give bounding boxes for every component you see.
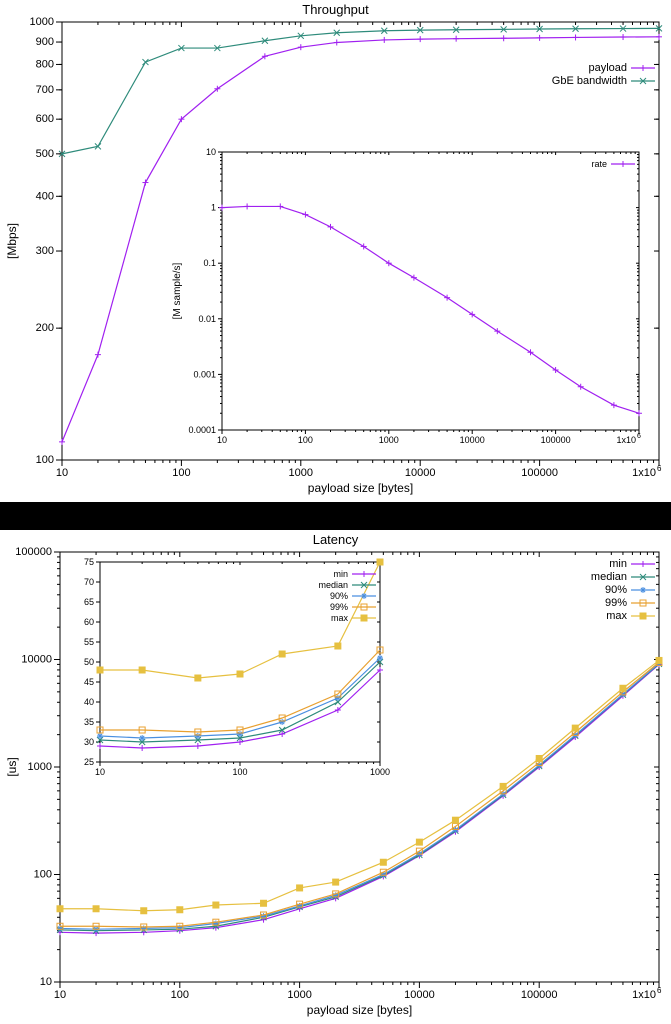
svg-text:100000: 100000 — [15, 546, 52, 558]
svg-text:700: 700 — [36, 84, 54, 96]
legend-label: 90% — [605, 584, 627, 596]
inset-y-axis-label: [M sample/s] — [172, 262, 183, 319]
svg-text:75: 75 — [84, 557, 94, 567]
legend-label: max — [331, 613, 349, 623]
svg-text:10000: 10000 — [404, 989, 435, 1001]
svg-text:100000: 100000 — [521, 467, 558, 479]
x-axis-label: payload size [bytes] — [307, 1003, 412, 1017]
svg-text:35: 35 — [84, 717, 94, 727]
svg-text:45: 45 — [84, 677, 94, 687]
svg-text:55: 55 — [84, 637, 94, 647]
svg-text:30: 30 — [84, 737, 94, 747]
svg-text:100: 100 — [36, 454, 54, 466]
svg-text:100: 100 — [232, 767, 247, 777]
svg-text:6: 6 — [637, 433, 641, 440]
legend-label: GbE bandwidth — [552, 75, 627, 87]
svg-text:1000: 1000 — [370, 767, 390, 777]
svg-text:6: 6 — [657, 986, 662, 995]
svg-text:1: 1 — [211, 203, 216, 213]
svg-text:10: 10 — [40, 976, 52, 988]
x-axis-label: payload size [bytes] — [308, 481, 413, 495]
svg-text:70: 70 — [84, 577, 94, 587]
legend-label: median — [591, 571, 627, 583]
svg-text:800: 800 — [36, 58, 54, 70]
svg-text:900: 900 — [36, 36, 54, 48]
legend-label: 99% — [330, 602, 348, 612]
legend-label: min — [609, 558, 627, 570]
svg-text:1000: 1000 — [30, 16, 54, 28]
svg-text:100: 100 — [34, 869, 52, 881]
svg-text:10000: 10000 — [460, 435, 485, 445]
svg-text:100000: 100000 — [541, 435, 571, 445]
svg-text:100000: 100000 — [521, 989, 558, 1001]
svg-text:100: 100 — [298, 435, 313, 445]
svg-text:1x10: 1x10 — [632, 467, 656, 479]
svg-text:0.0001: 0.0001 — [188, 425, 216, 435]
svg-text:300: 300 — [36, 245, 54, 257]
svg-text:25: 25 — [84, 757, 94, 767]
svg-text:100: 100 — [172, 467, 190, 479]
page: Throughput101001000100001000001x10610020… — [0, 0, 671, 1024]
y-axis-label: [Mbps] — [5, 223, 19, 259]
svg-text:1x10: 1x10 — [632, 989, 656, 1001]
svg-text:10: 10 — [54, 989, 66, 1001]
svg-text:1000: 1000 — [28, 761, 52, 773]
svg-text:60: 60 — [84, 617, 94, 627]
svg-text:1000: 1000 — [379, 435, 399, 445]
svg-text:100: 100 — [171, 989, 189, 1001]
svg-text:10: 10 — [217, 435, 227, 445]
svg-text:1000: 1000 — [289, 467, 313, 479]
chart-title: Latency — [313, 532, 359, 547]
svg-text:10000: 10000 — [21, 654, 52, 666]
svg-text:200: 200 — [36, 322, 54, 334]
svg-text:40: 40 — [84, 697, 94, 707]
svg-text:1000: 1000 — [287, 989, 311, 1001]
legend-label: median — [318, 580, 348, 590]
throughput-panel: Throughput101001000100001000001x10610020… — [0, 0, 671, 502]
legend-label: payload — [588, 62, 627, 74]
legend-label: 90% — [330, 591, 348, 601]
legend-label: min — [333, 569, 348, 579]
svg-text:0.01: 0.01 — [198, 314, 216, 324]
svg-text:600: 600 — [36, 113, 54, 125]
svg-text:10: 10 — [56, 467, 68, 479]
svg-text:1x10: 1x10 — [616, 435, 636, 445]
svg-text:65: 65 — [84, 597, 94, 607]
legend-label: 99% — [605, 597, 627, 609]
svg-text:0.001: 0.001 — [193, 369, 216, 379]
latency-panel: Latency 10 100 1000 10000 100000 1x106 10 100 100… — [0, 530, 671, 1024]
legend-label: rate — [591, 159, 607, 169]
svg-text:6: 6 — [657, 464, 662, 473]
svg-text:10: 10 — [206, 147, 216, 157]
chart-title: Throughput — [302, 2, 369, 17]
svg-text:10: 10 — [95, 767, 105, 777]
svg-text:0.1: 0.1 — [203, 258, 216, 268]
panel-separator — [0, 502, 671, 530]
legend-label: max — [606, 610, 627, 622]
svg-text:400: 400 — [36, 190, 54, 202]
svg-text:50: 50 — [84, 657, 94, 667]
svg-text:500: 500 — [36, 148, 54, 160]
y-axis-label: [us] — [5, 757, 19, 776]
svg-text:10000: 10000 — [405, 467, 436, 479]
